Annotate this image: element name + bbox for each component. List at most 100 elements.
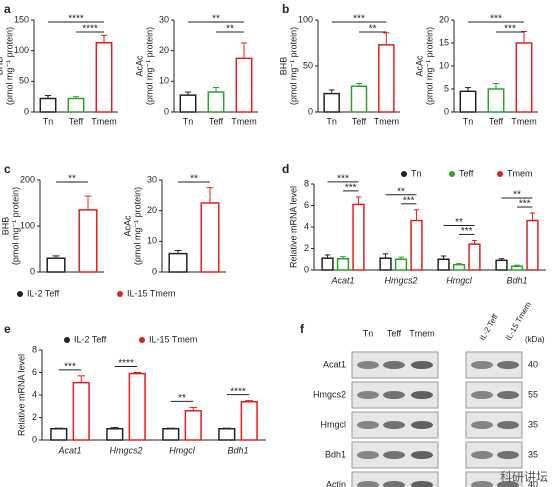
blot-band <box>357 391 379 399</box>
significance-label: ** <box>178 393 186 404</box>
bar <box>410 219 423 271</box>
bar <box>235 57 253 113</box>
y-axis-label: BHB <box>278 57 288 76</box>
blot-band <box>357 421 379 429</box>
x-tick-label: Hmgcs2 <box>384 275 417 285</box>
legend-label: IL-2 Teff <box>27 288 60 298</box>
y-tick-label: 200 <box>20 174 35 184</box>
y-tick-label: 0 <box>164 106 169 116</box>
x-tick-label: Teff <box>489 116 504 126</box>
legend-marker <box>139 337 145 343</box>
y-tick-label: 100 <box>14 45 29 55</box>
y-tick-label: 5 <box>444 83 449 93</box>
blot-band <box>497 421 519 429</box>
y-tick-label: 0 <box>30 266 35 276</box>
y-axis-label: Relative mRNA level <box>288 186 298 268</box>
y-tick-label: 10 <box>439 60 449 70</box>
x-tick-label: Bdh1 <box>506 275 527 285</box>
blot-band <box>411 391 433 399</box>
y-tick-label: 10 <box>159 76 169 86</box>
y-tick-label: 20 <box>147 205 157 215</box>
blot-band <box>497 481 519 487</box>
row-label: Hmgcl <box>320 419 346 429</box>
blot-band <box>383 451 405 459</box>
significance-label: ** <box>212 14 220 25</box>
y-tick-label: 100 <box>298 14 313 24</box>
bar <box>323 92 340 113</box>
blot-band <box>471 451 493 459</box>
bar <box>378 44 395 113</box>
x-tick-label: Teff <box>69 116 84 126</box>
y-axis-label: AcAc <box>134 55 144 77</box>
bar <box>106 428 124 441</box>
y-tick-label: 0 <box>304 264 309 274</box>
y-tick-label: 15 <box>439 37 449 47</box>
legend-marker <box>117 291 123 297</box>
y-tick-label: 8 <box>304 178 309 188</box>
y-tick-label: 0 <box>24 106 29 116</box>
bar <box>162 428 180 441</box>
blot-band <box>497 451 519 459</box>
x-tick-label: Tn <box>326 116 337 126</box>
significance-label: *** <box>403 195 415 206</box>
significance-label: **** <box>68 14 84 25</box>
significance-label: ** <box>68 174 76 185</box>
bar <box>526 219 539 271</box>
x-tick-label: Hmgcl <box>169 445 196 455</box>
bar <box>207 91 225 113</box>
panel-label: e <box>4 322 11 336</box>
column-label: Teff <box>387 328 402 338</box>
significance-label: *** <box>337 174 349 185</box>
marker-label: 40 <box>528 479 538 487</box>
x-tick-label: Tn <box>43 116 54 126</box>
y-tick-label: 6 <box>32 367 37 377</box>
x-tick-label: Hmgcl <box>446 275 473 285</box>
bar <box>468 243 481 271</box>
marker-label: 55 <box>528 389 538 399</box>
unit-label: (kDa) <box>525 335 545 344</box>
legend-label: Teff <box>459 168 474 178</box>
significance-label: *** <box>353 14 365 25</box>
row-label: Actin <box>326 479 346 487</box>
significance-label: ** <box>226 24 234 35</box>
bar <box>515 42 533 113</box>
y-tick-label: 0 <box>152 266 157 276</box>
legend-marker <box>64 337 70 343</box>
bar <box>72 381 90 441</box>
blot-band <box>383 361 405 369</box>
column-label: Tmem <box>409 328 435 338</box>
legend-label: IL-2 Teff <box>74 334 107 344</box>
bar <box>437 258 450 271</box>
x-tick-label: Teff <box>209 116 224 126</box>
y-tick-label: 0 <box>32 434 37 444</box>
x-tick-label: Tmem <box>374 116 400 126</box>
significance-label: *** <box>504 24 516 35</box>
y-axis-label: (pmol mg⁻¹ protein) <box>4 27 14 105</box>
bar <box>46 257 66 273</box>
blot-band <box>357 481 379 487</box>
bar <box>495 259 508 271</box>
significance-label: **** <box>230 386 246 397</box>
significance-label: **** <box>118 358 134 369</box>
bar <box>128 372 146 441</box>
x-tick-label: Tn <box>183 116 194 126</box>
x-tick-label: Teff <box>352 116 367 126</box>
bar <box>184 410 202 441</box>
blot-band <box>383 421 405 429</box>
blot-band <box>411 361 433 369</box>
bar <box>78 209 98 273</box>
blot-band <box>411 481 433 487</box>
panel-label: f <box>300 322 305 336</box>
bar <box>350 85 368 113</box>
significance-label: *** <box>461 226 473 237</box>
blot-band <box>383 391 405 399</box>
y-tick-label: 4 <box>32 389 37 399</box>
y-tick-label: 100 <box>20 220 35 230</box>
x-tick-label: Tmem <box>511 116 537 126</box>
y-axis-label: BHB <box>0 217 10 236</box>
x-tick-label: Tn <box>463 116 474 126</box>
legend-marker <box>449 171 455 177</box>
y-tick-label: 30 <box>147 174 157 184</box>
watermark: 科研讲坛 <box>500 469 548 484</box>
blot-band <box>357 451 379 459</box>
